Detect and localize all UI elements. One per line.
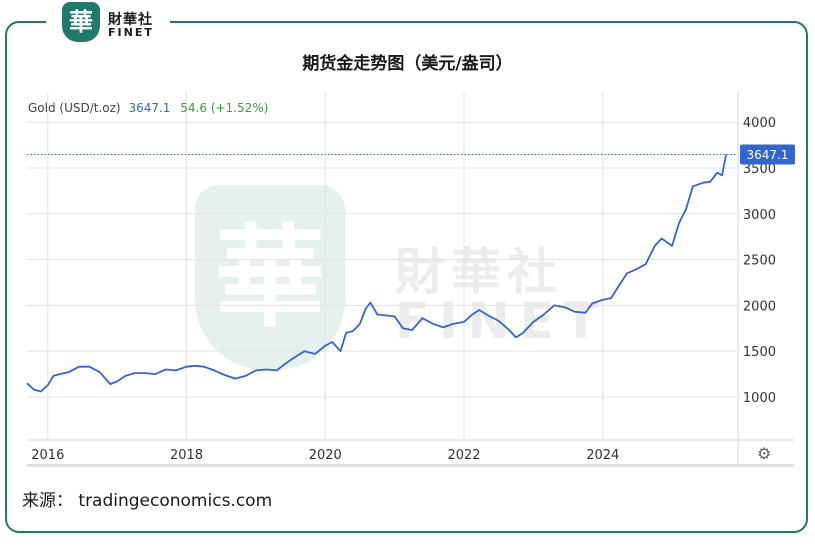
gear-icon[interactable]: ⚙	[757, 444, 772, 463]
legend-current-value: 3647.1	[128, 101, 171, 115]
legend-change: 54.6 (+1.52%)	[180, 101, 269, 115]
x-axis-band	[27, 464, 794, 467]
x-tick-label: 2024	[586, 448, 619, 463]
source-label: 来源： tradingeconomics.com	[22, 491, 273, 511]
chart-frame	[5, 21, 808, 533]
chart-title: 期货金走势图（美元/盎司）	[302, 54, 513, 74]
y-tick-label: 1500	[743, 345, 776, 360]
series-line-gold	[26, 154, 728, 393]
y-tick-label: 3500	[743, 162, 776, 177]
x-tick-label: 2022	[447, 448, 480, 463]
y-tick-label: 3000	[743, 208, 776, 223]
price-label-box	[740, 144, 795, 165]
y-tick-label: 4000	[743, 116, 776, 131]
grid-lines	[27, 92, 738, 440]
brand-emblem-icon: 華	[62, 2, 100, 42]
brand-name-en: FINET	[108, 26, 154, 39]
x-tick-label: 2020	[309, 448, 342, 463]
y-tick-label: 1000	[743, 391, 776, 406]
x-tick-label: 2018	[170, 448, 203, 463]
x-tick-label: 2016	[31, 448, 64, 463]
chart-legend: Gold (USD/t.oz) 3647.1 54.6 (+1.52%)	[28, 101, 268, 115]
series-layer	[26, 154, 728, 393]
price-label-layer: 3647.1	[27, 144, 795, 165]
y-tick-label: 2500	[743, 254, 776, 269]
y-tick-label: 2000	[743, 299, 776, 314]
price-label: 3647.1	[747, 148, 789, 162]
axes: 1000 1500 2000 2500 3000 3500 4000 2016 2018 2020…	[27, 92, 794, 467]
legend-series-name: Gold (USD/t.oz)	[28, 101, 121, 115]
brand-name-cn: 財華社	[108, 12, 153, 28]
